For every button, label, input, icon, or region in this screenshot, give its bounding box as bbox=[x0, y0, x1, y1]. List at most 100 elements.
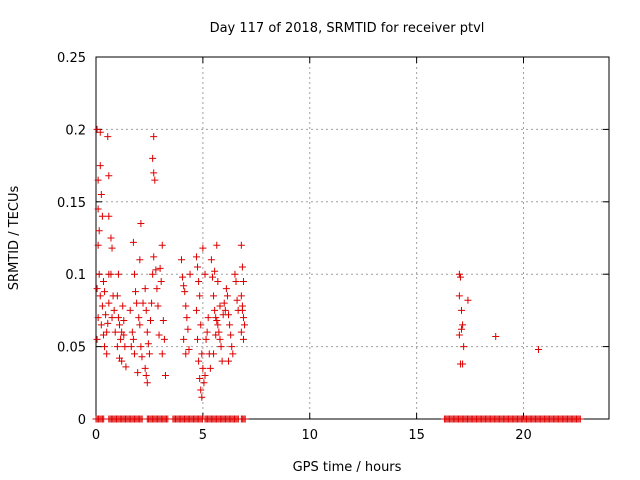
data-point bbox=[232, 277, 240, 285]
data-point bbox=[238, 302, 246, 310]
data-point bbox=[143, 328, 151, 336]
data-point bbox=[107, 234, 115, 242]
data-point bbox=[239, 277, 247, 285]
data-point bbox=[186, 270, 194, 278]
data-point bbox=[192, 253, 200, 261]
data-point bbox=[194, 263, 202, 271]
data-point bbox=[121, 343, 129, 351]
data-point bbox=[105, 212, 113, 220]
data-point bbox=[226, 321, 234, 329]
data-point bbox=[241, 415, 249, 423]
data-point bbox=[210, 350, 218, 358]
data-point bbox=[101, 343, 109, 351]
data-point bbox=[199, 364, 207, 372]
x-tick-label: 10 bbox=[301, 428, 318, 443]
data-point bbox=[150, 133, 158, 141]
data-point bbox=[213, 241, 221, 249]
data-point bbox=[225, 311, 233, 319]
data-point bbox=[161, 372, 169, 380]
data-point bbox=[241, 321, 249, 329]
data-point bbox=[108, 314, 116, 322]
data-point bbox=[116, 321, 124, 329]
data-point bbox=[126, 306, 134, 314]
data-point bbox=[139, 299, 147, 307]
data-point bbox=[129, 238, 137, 246]
x-tick-label: 20 bbox=[515, 428, 532, 443]
data-point bbox=[455, 331, 463, 339]
data-point bbox=[101, 288, 109, 296]
data-point bbox=[114, 270, 122, 278]
x-tick-label: 15 bbox=[408, 428, 425, 443]
data-point bbox=[156, 264, 164, 272]
data-point bbox=[93, 335, 101, 343]
data-point bbox=[160, 335, 168, 343]
data-point bbox=[104, 133, 112, 141]
data-point bbox=[237, 241, 245, 249]
data-point bbox=[458, 325, 466, 333]
data-point bbox=[95, 270, 103, 278]
data-point bbox=[104, 319, 112, 327]
x-tick-label: 0 bbox=[92, 428, 100, 443]
data-point bbox=[127, 343, 135, 351]
data-point bbox=[198, 393, 206, 401]
data-point bbox=[207, 256, 215, 264]
data-point bbox=[239, 314, 247, 322]
data-point bbox=[98, 212, 106, 220]
y-tick-label: 0.1 bbox=[65, 268, 86, 283]
data-point bbox=[94, 205, 102, 213]
data-point bbox=[228, 343, 236, 351]
data-point bbox=[182, 350, 190, 358]
data-point bbox=[105, 299, 113, 307]
data-point bbox=[96, 292, 104, 300]
data-point bbox=[213, 317, 221, 325]
data-point bbox=[152, 266, 160, 274]
data-point bbox=[196, 292, 204, 300]
data-point bbox=[181, 288, 189, 296]
data-point bbox=[195, 357, 203, 365]
y-tick-label: 0.2 bbox=[65, 123, 86, 138]
data-point bbox=[158, 241, 166, 249]
data-point bbox=[93, 125, 101, 133]
data-point bbox=[216, 302, 224, 310]
data-point bbox=[132, 288, 140, 296]
data-point bbox=[142, 306, 150, 314]
data-point bbox=[455, 292, 463, 300]
data-point bbox=[129, 335, 137, 343]
data-point bbox=[180, 335, 188, 343]
grid-lines bbox=[96, 57, 609, 419]
data-point bbox=[237, 292, 245, 300]
data-point bbox=[144, 340, 152, 348]
data-point bbox=[212, 314, 220, 322]
data-point bbox=[120, 317, 128, 325]
data-point bbox=[233, 296, 241, 304]
plot-frame bbox=[95, 56, 610, 420]
data-point bbox=[197, 386, 205, 394]
data-point bbox=[197, 321, 205, 329]
data-point bbox=[118, 357, 126, 365]
data-point bbox=[111, 328, 119, 336]
data-point bbox=[216, 335, 224, 343]
data-point bbox=[157, 277, 165, 285]
data-point bbox=[94, 176, 102, 184]
data-point bbox=[492, 332, 500, 340]
data-point bbox=[534, 345, 542, 353]
data-point bbox=[119, 302, 127, 310]
data-point bbox=[114, 314, 122, 322]
data-point bbox=[151, 176, 159, 184]
data-point bbox=[113, 343, 121, 351]
data-point bbox=[179, 273, 187, 281]
data-point bbox=[97, 321, 105, 329]
data-point bbox=[214, 277, 222, 285]
data-point bbox=[141, 285, 149, 293]
y-tick-label: 0.15 bbox=[57, 196, 86, 211]
data-point bbox=[198, 350, 206, 358]
data-point bbox=[153, 285, 161, 293]
data-point bbox=[183, 314, 191, 322]
data-point bbox=[108, 244, 116, 252]
data-point bbox=[155, 331, 163, 339]
data-point bbox=[182, 302, 190, 310]
data-point bbox=[231, 270, 239, 278]
data-point bbox=[203, 328, 211, 336]
data-point bbox=[208, 273, 216, 281]
